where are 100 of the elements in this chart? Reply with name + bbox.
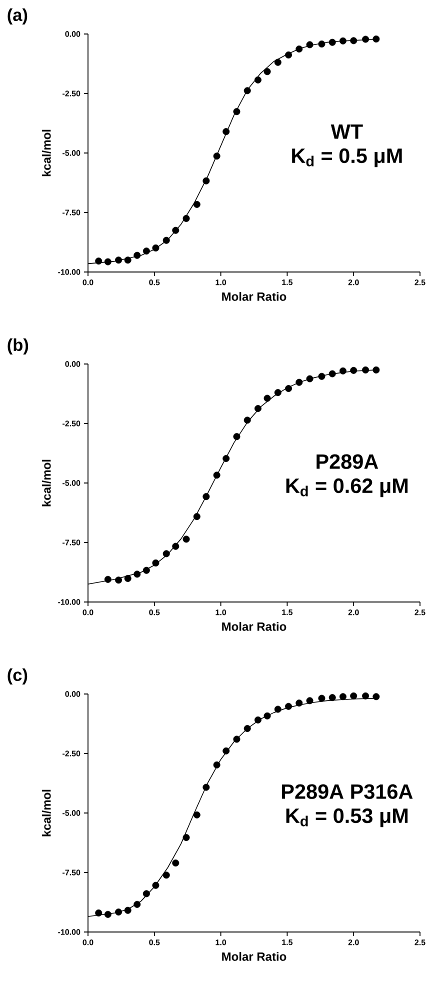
- x-tick-label: 0.5: [149, 940, 160, 946]
- x-tick-label: 2.0: [348, 940, 359, 946]
- y-tick-label: -5.00: [62, 480, 80, 486]
- point: [95, 909, 102, 916]
- point: [362, 366, 370, 374]
- point: [162, 550, 170, 558]
- annotation: P289A: [316, 454, 378, 469]
- point: [362, 36, 370, 43]
- point: [350, 366, 358, 374]
- y-tick-label: -10.00: [58, 599, 80, 605]
- point: [339, 367, 346, 374]
- point: [350, 37, 358, 44]
- x-tick-label: 1.5: [282, 940, 293, 946]
- y-tick-label: -10.00: [58, 929, 80, 935]
- annotation: P289A P316A: [282, 784, 413, 799]
- point: [142, 248, 150, 255]
- point: [222, 747, 230, 754]
- y-axis-title: kcal/mol: [42, 790, 51, 836]
- point: [244, 87, 251, 94]
- point: [233, 108, 240, 116]
- x-tick-label: 2.0: [348, 280, 359, 286]
- point: [274, 389, 282, 396]
- point: [152, 244, 160, 252]
- point: [104, 576, 112, 583]
- x-tick-label: 2.5: [414, 280, 426, 286]
- point: [193, 811, 200, 818]
- y-tick-label: 0.00: [65, 31, 80, 37]
- point: [254, 76, 262, 84]
- point: [264, 394, 271, 402]
- point: [264, 68, 271, 76]
- y-tick-label: -2.50: [62, 420, 80, 426]
- point: [318, 40, 326, 48]
- annotation: K$_{d}$ = 0.53 μM: [286, 808, 408, 828]
- x-axis-title: Molar Ratio: [222, 622, 286, 631]
- point: [162, 872, 170, 879]
- point: [134, 570, 141, 578]
- x-tick-label: 0.5: [149, 610, 160, 616]
- point: [318, 372, 326, 380]
- point: [274, 58, 282, 66]
- point: [152, 559, 160, 566]
- point: [372, 36, 380, 43]
- point: [172, 226, 180, 234]
- point: [193, 200, 200, 208]
- x-tick-label: 0.0: [82, 940, 94, 946]
- x-tick-label: 1.0: [216, 940, 226, 946]
- x-tick-label: 2.0: [348, 610, 359, 616]
- point: [328, 38, 336, 46]
- point: [202, 784, 210, 791]
- x-tick-label: 1.5: [282, 610, 293, 616]
- point: [134, 900, 141, 908]
- point: [182, 214, 190, 222]
- point: [254, 716, 262, 724]
- point: [104, 910, 112, 918]
- x-tick-label: 2.5: [414, 610, 426, 616]
- point: [306, 697, 314, 704]
- y-tick-label: -2.50: [62, 750, 80, 756]
- point: [222, 454, 230, 462]
- y-tick-label: 0.00: [65, 691, 80, 697]
- x-axis-title: Molar Ratio: [222, 952, 286, 961]
- point: [306, 375, 314, 382]
- point: [104, 258, 112, 266]
- point: [285, 51, 292, 58]
- point: [202, 493, 210, 500]
- y-tick-label: 0.00: [65, 361, 80, 367]
- point: [296, 700, 303, 707]
- point: [296, 46, 303, 52]
- point: [115, 908, 122, 916]
- point: [202, 177, 210, 184]
- point: [222, 128, 230, 136]
- point: [162, 236, 170, 244]
- point: [339, 693, 346, 700]
- y-axis-title: kcal/mol: [42, 130, 51, 176]
- point: [264, 712, 271, 720]
- point: [233, 736, 240, 743]
- point: [285, 702, 292, 710]
- point: [244, 416, 251, 424]
- point: [254, 405, 262, 412]
- y-tick-label: -5.00: [62, 150, 80, 156]
- chart-title: (b): [8, 338, 28, 354]
- annotation: K$_{d}$ = 0.62 μM: [286, 478, 408, 498]
- point: [318, 694, 326, 702]
- point: [372, 693, 380, 700]
- point: [142, 890, 150, 898]
- point: [95, 258, 102, 265]
- point: [274, 706, 282, 713]
- point: [328, 694, 336, 702]
- chart-title: (c): [8, 668, 28, 684]
- point: [193, 513, 200, 520]
- point: [285, 385, 292, 392]
- point: [124, 574, 132, 582]
- chart-title: (a): [8, 8, 28, 24]
- x-tick-label: 2.5: [414, 940, 426, 946]
- y-tick-label: -7.50: [62, 540, 80, 546]
- point: [182, 536, 190, 543]
- point: [142, 566, 150, 574]
- x-tick-label: 0.0: [82, 280, 94, 286]
- x-tick-label: 0.5: [149, 280, 160, 286]
- point: [124, 906, 132, 914]
- point: [372, 366, 380, 374]
- x-tick-label: 0.0: [82, 610, 94, 616]
